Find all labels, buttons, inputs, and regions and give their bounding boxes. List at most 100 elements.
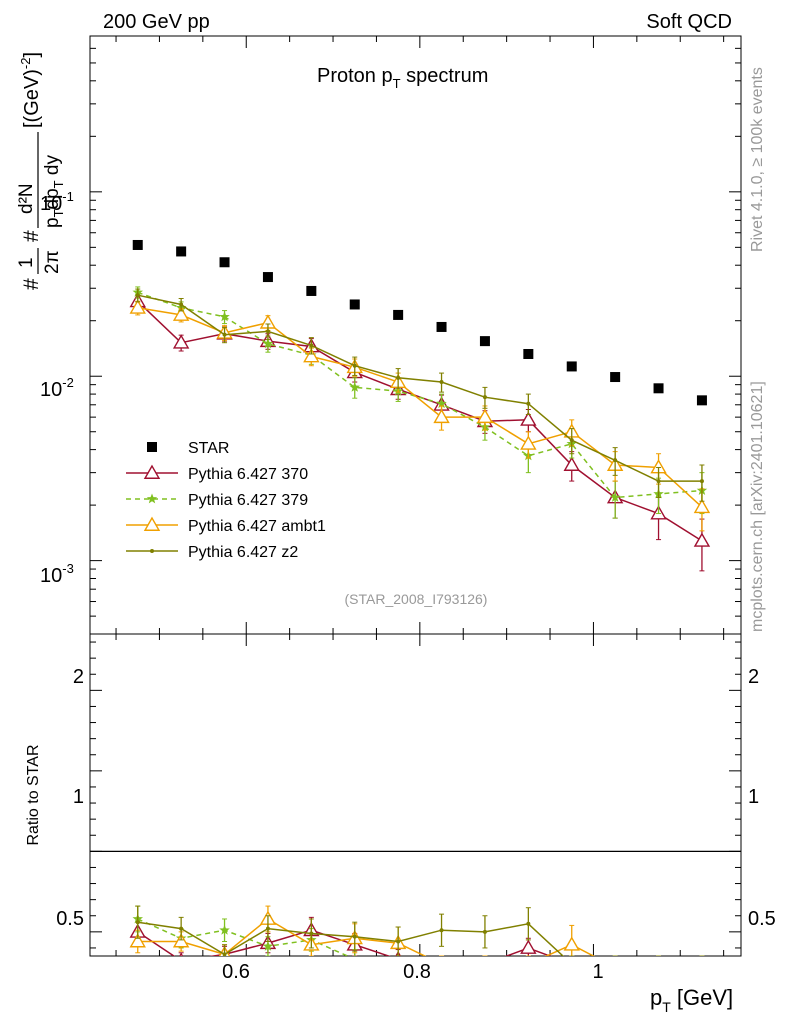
data-point-z2	[526, 921, 531, 926]
legend-item: Pythia 6.427 z2	[126, 544, 298, 561]
data-point-ambt1	[303, 348, 320, 363]
data-point-p379	[480, 959, 491, 969]
data-point-ambt1	[693, 498, 711, 514]
data-point-ambt1	[652, 965, 666, 977]
series-z2	[135, 905, 705, 966]
data-point-z2	[482, 929, 487, 934]
legend-label: Pythia 6.427 z2	[188, 544, 298, 561]
mcplots-label: mcplots.cern.ch [arXiv:2401.10621]	[749, 381, 766, 632]
data-point-p370	[441, 955, 442, 956]
ratio-ytick-label-left: 2	[73, 666, 84, 688]
data-point-p370	[608, 970, 622, 982]
ratio-ytick-label-left: 1	[73, 786, 84, 808]
svg-text:[(GeV)-2]: [(GeV)-2]	[18, 52, 43, 128]
data-point-p370	[693, 532, 711, 547]
x-tick-label: 1	[592, 961, 603, 983]
data-point-STAR	[610, 372, 621, 383]
data-point-STAR	[219, 257, 230, 268]
series-line-z2	[137, 294, 702, 482]
legend: STAR Pythia 6.427 370 Pythia 6.427 379 Pyth…	[126, 440, 326, 561]
svg-text:#: #	[20, 230, 43, 242]
data-point-STAR	[523, 348, 534, 359]
data-point-ambt1	[608, 960, 622, 972]
svg-text:1: 1	[16, 257, 37, 268]
legend-marker	[150, 549, 154, 553]
legend-label: STAR	[188, 440, 229, 457]
main-series-group	[129, 239, 711, 572]
ratio-ytick-label-right: 0.5	[748, 908, 776, 930]
ratio-axis-ticks	[90, 634, 741, 956]
legend-marker	[143, 516, 161, 531]
svg-text:#: #	[20, 278, 43, 290]
data-point-z2	[265, 926, 270, 931]
main-y-axis-label: # 1 2π # d²N pTdpT dy [(GeV)-2]	[16, 52, 66, 290]
data-point-z2	[439, 380, 444, 385]
data-point-p379	[609, 492, 621, 502]
data-point-STAR	[262, 272, 273, 283]
data-point-ambt1	[563, 936, 580, 951]
data-point-p370	[172, 334, 190, 349]
rivet-label: Rivet 4.1.0, ≥ 100k events	[749, 67, 766, 252]
header-left: 200 GeV pp	[103, 11, 210, 33]
data-point-z2	[222, 332, 227, 337]
data-point-z2	[352, 363, 357, 368]
data-point-z2	[569, 438, 574, 443]
data-point-z2	[482, 395, 487, 400]
data-point-z2	[309, 343, 314, 348]
data-point-p379	[262, 338, 274, 349]
data-point-z2	[656, 479, 661, 484]
data-point-z2	[135, 293, 140, 298]
data-point-p379	[567, 959, 578, 969]
data-point-p379	[393, 959, 404, 969]
data-point-z2	[700, 962, 704, 966]
legend-item: STAR	[147, 440, 229, 457]
analysis-watermark: (STAR_2008_I793126)	[345, 591, 488, 607]
data-point-p370	[520, 411, 537, 426]
data-point-z2	[135, 920, 140, 925]
series-line-p379	[137, 918, 350, 956]
data-point-ambt1	[528, 955, 529, 956]
main-axis-ticks	[90, 36, 741, 635]
legend-label: Pythia 6.427 370	[188, 466, 308, 483]
data-point-p370	[571, 955, 572, 956]
legend-marker	[147, 442, 157, 452]
ratio-plot-frame	[89, 633, 742, 957]
legend-marker	[143, 464, 161, 479]
data-point-ambt1	[441, 955, 442, 956]
data-point-p379	[523, 962, 534, 972]
data-point-STAR	[393, 309, 404, 320]
data-point-p370	[563, 456, 580, 471]
data-point-ambt1	[695, 970, 709, 982]
main-y-tick-labels: 10-3 10-2 10-1	[40, 189, 74, 587]
data-point-z2	[657, 962, 661, 966]
data-point-z2	[396, 939, 401, 944]
legend-marker	[146, 493, 158, 504]
main-plot-title: Proton pT spectrum	[317, 65, 488, 91]
data-point-STAR	[436, 321, 447, 332]
ratio-ytick-label-right: 1	[748, 786, 759, 808]
data-point-p370	[179, 952, 184, 956]
data-point-z2	[613, 962, 617, 966]
series-line-ambt1	[137, 307, 703, 508]
main-ytick-label: 10-3	[40, 561, 74, 587]
legend-label: Pythia 6.427 379	[188, 492, 308, 509]
data-point-p379	[349, 381, 360, 392]
data-point-p379	[219, 924, 230, 935]
data-point-ambt1	[520, 435, 537, 450]
data-point-p379	[436, 398, 447, 409]
data-point-ambt1	[484, 955, 486, 956]
ratio-ytick-label-left: 0.5	[56, 908, 84, 930]
data-point-z2	[396, 375, 401, 380]
series-line-z2	[137, 921, 565, 956]
series-line-p370	[137, 929, 553, 956]
data-point-p379	[697, 975, 708, 985]
x-tick-label: 0.6	[222, 961, 250, 983]
x-tick-label: 0.8	[403, 961, 431, 983]
legend-item: Pythia 6.427 370	[126, 464, 308, 483]
data-point-ambt1	[172, 306, 190, 321]
data-point-z2	[179, 926, 184, 931]
data-point-STAR	[479, 336, 490, 347]
series-z2	[135, 288, 705, 502]
data-point-p379	[436, 959, 447, 969]
data-point-z2	[439, 928, 444, 933]
